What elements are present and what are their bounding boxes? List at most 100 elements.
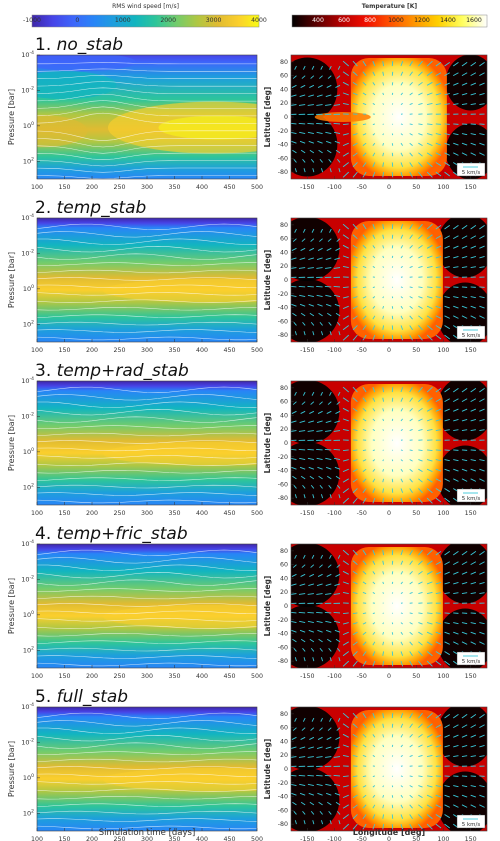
time-tick-label: 300 xyxy=(141,836,153,841)
wind-vector xyxy=(400,92,404,96)
wind-vector xyxy=(302,158,306,163)
wind-vector xyxy=(362,744,367,748)
wind-vector xyxy=(382,245,384,249)
wind-vector xyxy=(461,418,468,422)
contour-line xyxy=(37,588,257,592)
pressure-tick-label: 102 xyxy=(23,645,34,654)
wind-vector xyxy=(338,657,341,662)
wind-vector xyxy=(352,315,358,320)
wind-vector xyxy=(298,104,306,106)
wind-vector xyxy=(435,551,442,556)
vector-scale-box xyxy=(456,814,486,829)
wind-vector xyxy=(400,305,404,309)
wind-vector xyxy=(362,723,367,728)
wind-vector xyxy=(328,158,332,163)
wind-vector xyxy=(342,631,349,636)
wind-vector xyxy=(316,620,323,623)
wind-vector xyxy=(409,255,413,259)
wind-vector xyxy=(362,794,367,799)
pressure-axis-label: Pressure [bar] xyxy=(7,252,16,308)
wind-vector xyxy=(400,171,404,178)
wind-vector xyxy=(409,152,413,157)
wind-vector xyxy=(326,736,332,740)
wind-vector xyxy=(435,744,442,748)
wind-vector xyxy=(427,102,433,106)
wind-vector xyxy=(444,235,450,240)
wind-vector xyxy=(461,398,468,403)
wind-vector xyxy=(319,158,323,163)
wind-vector xyxy=(291,303,297,307)
wind-vector xyxy=(342,804,349,809)
wind-vector xyxy=(426,570,433,575)
wind-vector xyxy=(319,727,323,731)
wind-vector xyxy=(409,386,413,393)
time-tick-label: 350 xyxy=(168,347,180,354)
wind-vector xyxy=(352,325,358,331)
wind-vector xyxy=(426,60,433,67)
longitude-tick-label: 150 xyxy=(465,347,477,354)
wind-vector xyxy=(372,171,376,178)
wind-vector xyxy=(294,391,297,396)
wind-vector xyxy=(352,785,358,788)
wind-vector xyxy=(426,549,433,556)
wind-vector xyxy=(382,162,384,167)
wind-vector xyxy=(372,592,376,594)
wind-vector xyxy=(342,570,349,575)
wind-vector xyxy=(362,103,367,106)
wind-vector xyxy=(444,823,451,829)
wind-vector xyxy=(328,484,332,489)
wind-vector xyxy=(337,554,341,559)
wind-vector xyxy=(470,305,477,309)
wind-vector xyxy=(316,267,323,269)
wind-vector xyxy=(362,459,367,462)
wind-vector xyxy=(291,247,297,251)
wind-vector xyxy=(453,622,459,625)
wind-vector xyxy=(372,713,376,719)
contour-line xyxy=(37,416,257,423)
wind-vector xyxy=(435,171,442,177)
wind-vector xyxy=(418,449,423,451)
wind-vector xyxy=(426,785,433,788)
time-axis-label: Simulation time [days] xyxy=(99,828,196,838)
time-tick-label: 250 xyxy=(113,836,125,841)
time-tick-label: 100 xyxy=(31,184,43,191)
wind-vector xyxy=(426,305,433,310)
wind-vector xyxy=(444,478,450,482)
wind-vector xyxy=(418,102,423,106)
wind-vector xyxy=(435,622,442,625)
wind-vector xyxy=(362,468,367,473)
axis-labels: Simulation time [days] Longitude [deg] xyxy=(99,828,426,838)
wind-vector xyxy=(453,631,459,635)
wind-vector xyxy=(362,255,367,259)
wind-vector xyxy=(329,494,332,499)
wind-vector xyxy=(382,325,384,330)
time-tick-label: 500 xyxy=(251,184,263,191)
longitude-tick-label: 50 xyxy=(412,836,420,841)
wind-vector xyxy=(309,801,315,806)
wind-vector xyxy=(400,103,403,105)
wind-vector xyxy=(409,133,413,136)
wind-vector xyxy=(372,152,376,157)
wind-vector xyxy=(461,133,468,136)
wind-vector xyxy=(342,407,349,412)
wind-vector xyxy=(382,651,384,656)
wind-vector xyxy=(343,612,349,614)
wind-vector xyxy=(470,82,477,86)
wind-vector xyxy=(342,733,349,738)
wind-vector xyxy=(310,401,315,405)
wind-vector xyxy=(292,238,297,242)
wind-vector xyxy=(300,84,306,88)
wind-vector xyxy=(333,131,341,134)
wind-vector xyxy=(400,723,404,728)
wind-vector xyxy=(336,727,341,731)
wind-vector xyxy=(326,84,332,88)
wind-vector xyxy=(435,651,442,656)
wind-vector xyxy=(307,430,314,432)
wind-vector xyxy=(400,152,404,157)
wind-vector xyxy=(291,746,297,749)
latitude-tick-label: 20 xyxy=(280,589,288,596)
contour-line xyxy=(37,712,257,719)
wind-vector xyxy=(409,651,413,657)
wind-vector xyxy=(400,234,404,239)
wind-vector xyxy=(326,410,332,414)
